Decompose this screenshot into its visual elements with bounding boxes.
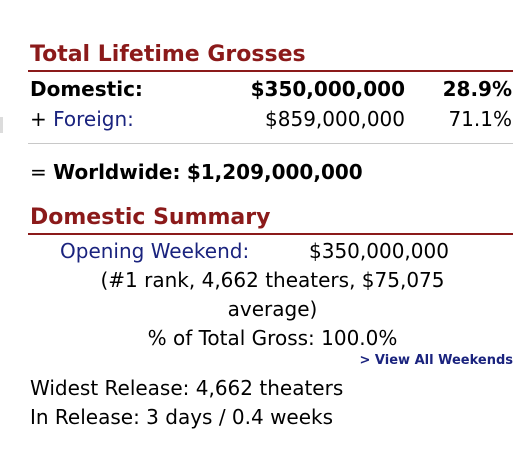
- opening-weekend-link[interactable]: Opening Weekend:: [60, 239, 250, 263]
- domestic-amount: $350,000,000: [250, 77, 405, 101]
- opening-weekend-detail-line2: average): [227, 297, 318, 321]
- worldwide-prefix: =: [30, 160, 47, 184]
- in-release: In Release: 3 days / 0.4 weeks: [30, 405, 334, 429]
- summary-heading-rule: [28, 233, 513, 235]
- opening-weekend-amount: $350,000,000: [309, 239, 449, 263]
- widest-release: Widest Release: 4,662 theaters: [30, 376, 344, 400]
- summary-heading: Domestic Summary: [30, 205, 271, 230]
- worldwide-amount: $1,209,000,000: [186, 160, 363, 184]
- lifetime-heading-rule: [28, 70, 513, 72]
- lifetime-heading: Total Lifetime Grosses: [30, 42, 306, 67]
- domestic-label: Domestic:: [30, 77, 143, 101]
- worldwide-separator: [28, 143, 513, 144]
- foreign-link[interactable]: Foreign:: [53, 107, 134, 131]
- worldwide-row: = Worldwide: $1,209,000,000: [30, 160, 363, 184]
- foreign-row-label: + Foreign:: [30, 107, 134, 131]
- left-edge-marker: [0, 117, 3, 133]
- foreign-prefix: +: [30, 107, 47, 131]
- view-all-weekends-link[interactable]: > View All Weekends: [359, 353, 513, 368]
- worldwide-label: Worldwide:: [53, 160, 181, 184]
- foreign-percent: 71.1%: [448, 107, 512, 131]
- pct-of-total-gross: % of Total Gross: 100.0%: [147, 326, 398, 350]
- opening-weekend-detail-line1: (#1 rank, 4,662 theaters, $75,075: [100, 268, 445, 292]
- foreign-amount: $859,000,000: [265, 107, 405, 131]
- domestic-percent: 28.9%: [442, 77, 512, 101]
